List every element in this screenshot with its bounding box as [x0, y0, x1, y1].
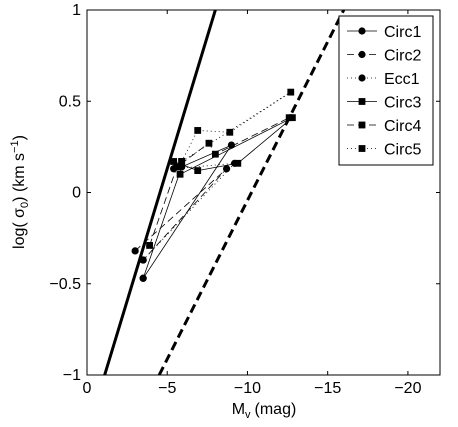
- legend-label-circ2: Circ2: [384, 48, 421, 65]
- x-tick-label: −5: [158, 380, 176, 397]
- point-circ4: [285, 114, 293, 122]
- x-axis-title-sub: v: [245, 409, 251, 421]
- x-tick-label: 0: [83, 380, 92, 397]
- point-circ5: [178, 158, 186, 165]
- point-circ2: [222, 165, 231, 173]
- point-circ3: [234, 159, 242, 167]
- reference-line-1: [103, 10, 217, 375]
- x-tick-label: −20: [394, 380, 421, 397]
- series-markers: [131, 88, 296, 282]
- x-axis-title: Mv (mag): [232, 401, 297, 421]
- point-circ4: [173, 163, 181, 171]
- reference-lines: [103, 10, 346, 375]
- y-axis-title-main: log( σ: [11, 208, 28, 249]
- x-tick-label: −15: [314, 380, 341, 397]
- legend-label-circ3: Circ3: [384, 95, 421, 112]
- point-circ5: [226, 128, 234, 136]
- point-circ5: [287, 88, 295, 96]
- point-circ4: [146, 242, 153, 249]
- reference-line-2: [157, 10, 346, 375]
- series-line-ecc1: [142, 162, 236, 261]
- point-circ4: [211, 150, 219, 158]
- y-axis-title-close: ): [11, 135, 28, 140]
- legend-marker-circ2: [358, 50, 366, 59]
- legend-marker-ecc1: [358, 74, 366, 82]
- legend-label-circ5: Circ5: [384, 142, 421, 159]
- x-axis-title-units: (mag): [255, 401, 297, 418]
- y-axis-title-sup: −1: [9, 140, 21, 153]
- point-circ1: [227, 141, 236, 149]
- y-tick-label: 0.5: [59, 93, 81, 110]
- point-circ4: [205, 139, 213, 147]
- point-circ2: [131, 247, 139, 255]
- legend-marker-circ4: [358, 121, 366, 129]
- y-tick-label: 0: [72, 185, 81, 202]
- point-circ3: [170, 158, 178, 165]
- legend-label-circ4: Circ4: [384, 118, 421, 135]
- point-ecc1: [139, 256, 147, 264]
- y-tick-label: 1: [72, 2, 81, 19]
- y-axis-title-sub: 0: [19, 202, 31, 208]
- y-tick-label: −0.5: [49, 276, 81, 293]
- x-tick-label: −10: [234, 380, 261, 397]
- legend-label-ecc1: Ecc1: [384, 71, 420, 88]
- point-circ3: [176, 170, 184, 178]
- y-axis-title-units: ) (km s: [11, 153, 28, 202]
- legend-label-circ1: Circ1: [384, 24, 421, 41]
- y-tick-label: −1: [63, 367, 81, 384]
- legend-marker-circ1: [358, 27, 366, 35]
- legend-marker-circ3: [358, 98, 366, 105]
- legend-box: [338, 15, 434, 166]
- point-circ5: [194, 127, 202, 134]
- x-axis-title-main: M: [232, 401, 245, 418]
- point-circ1: [139, 274, 147, 282]
- legend: Circ1 Circ2 Ecc1 Circ3 Circ4 Circ5: [338, 15, 434, 166]
- y-axis-title: log( σ0) (km s−1): [9, 135, 31, 249]
- legend-marker-circ5: [358, 145, 366, 152]
- axes: 0 −5 −10 −15 −20 −1 −0.5 0 0.5 1: [49, 2, 441, 397]
- point-circ3: [194, 167, 202, 174]
